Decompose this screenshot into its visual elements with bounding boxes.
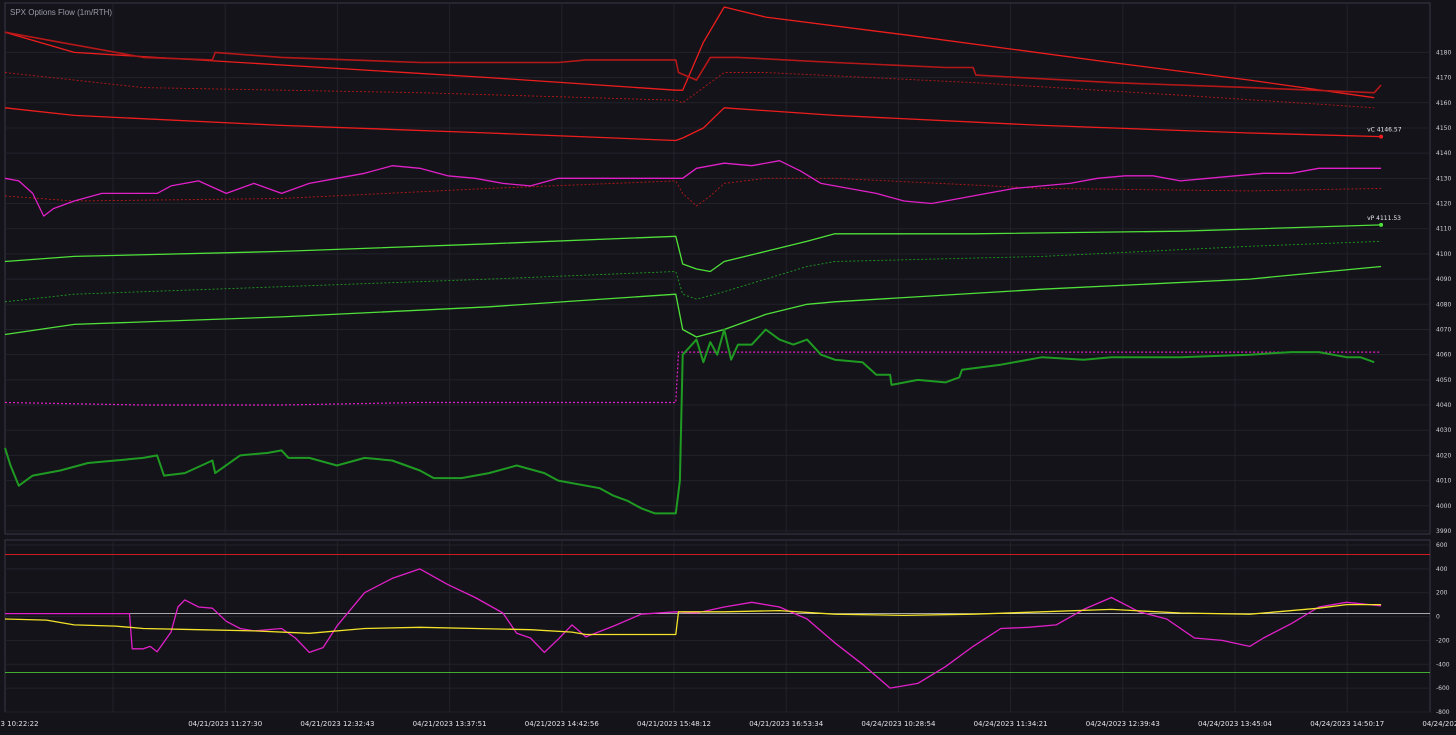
x-tick-label: 04/21/2023 14:42:56 [525,720,600,728]
y-tick-label: 4020 [1436,452,1451,459]
x-tick-label: 04/21/2023 12:32:43 [300,720,374,728]
series-line-0-0 [4,6,1375,99]
series-line-0-9 [4,351,1382,406]
series-line-0-7 [4,240,1382,303]
y-tick-label: -200 [1436,637,1450,644]
series-line-0-1 [4,31,1382,94]
chart-title: SPX Options Flow (1m/RTH) [10,8,112,17]
y-tick-label: 4100 [1436,251,1451,258]
y-tick-label: 3990 [1436,528,1451,535]
y-tick-label: -800 [1436,709,1450,716]
x-tick-label: 23 10:22:22 [0,720,39,728]
main-panel [4,2,1431,535]
y-tick-label: 4140 [1436,150,1451,157]
y-tick-label: 4130 [1436,175,1451,182]
y-tick-label: 4170 [1436,75,1451,82]
series-line-0-10 [4,328,1375,515]
tick-labels: 3990400040104020403040404050406040704080… [1367,49,1451,716]
x-tick-label: 04/21/2023 15:48:12 [637,720,711,728]
x-tick-label: 04/24/2023 15:55:39 [1422,720,1456,728]
x-axis: 23 10:22:22 04/21/2023 11:27:30 04/21/2023… [0,720,1456,728]
x-tick-label: 04/24/2023 13:45:04 [1198,720,1273,728]
y-tick-label: 4110 [1436,226,1451,233]
annotation-dot [1379,134,1384,139]
y-tick-label: 4050 [1436,377,1451,384]
series-line-0-6 [4,224,1382,273]
x-tick-label: 04/24/2023 14:50:17 [1310,720,1384,728]
series-line-0-3 [4,107,1382,142]
y-tick-label: 4030 [1436,427,1451,434]
annotation-dot [1379,222,1384,227]
y-tick-label: -400 [1436,661,1450,668]
y-tick-label: 4070 [1436,326,1451,333]
x-tick-label: 04/21/2023 16:53:34 [749,720,824,728]
y-tick-label: 4180 [1436,49,1451,56]
y-tick-label: 200 [1436,590,1448,597]
series-line-0-5 [4,160,1382,217]
y-tick-label: 4090 [1436,276,1451,283]
annotation-label: vC 4146.57 [1367,127,1402,134]
main-panel-border [4,2,1431,535]
series-line-1-1 [4,603,1382,636]
grid-lines [5,3,1430,713]
y-tick-label: 4160 [1436,100,1451,107]
series-line-0-4 [4,177,1382,207]
y-tick-label: 4150 [1436,125,1451,132]
x-tick-label: 04/21/2023 11:27:30 [188,720,262,728]
y-tick-label: -600 [1436,685,1450,692]
y-tick-label: 4060 [1436,352,1451,359]
series-line-0-2 [4,72,1375,109]
y-tick-label: 0 [1436,614,1440,621]
x-tick-label: 04/24/2023 11:34:21 [974,720,1048,728]
y-tick-label: 600 [1436,542,1448,549]
y-tick-label: 4080 [1436,301,1451,308]
y-tick-label: 4000 [1436,503,1451,510]
x-tick-label: 04/21/2023 13:37:51 [413,720,487,728]
series-lines [4,6,1430,689]
y-tick-label: 4010 [1436,478,1451,485]
y-tick-label: 4120 [1436,201,1451,208]
x-tick-label: 04/24/2023 12:39:43 [1086,720,1160,728]
annotation-label: vP 4111.53 [1367,215,1401,222]
y-tick-label: 4040 [1436,402,1451,409]
x-tick-label: 04/24/2023 10:28:54 [861,720,936,728]
series-line-0-8 [4,265,1382,338]
y-tick-label: 400 [1436,566,1448,573]
